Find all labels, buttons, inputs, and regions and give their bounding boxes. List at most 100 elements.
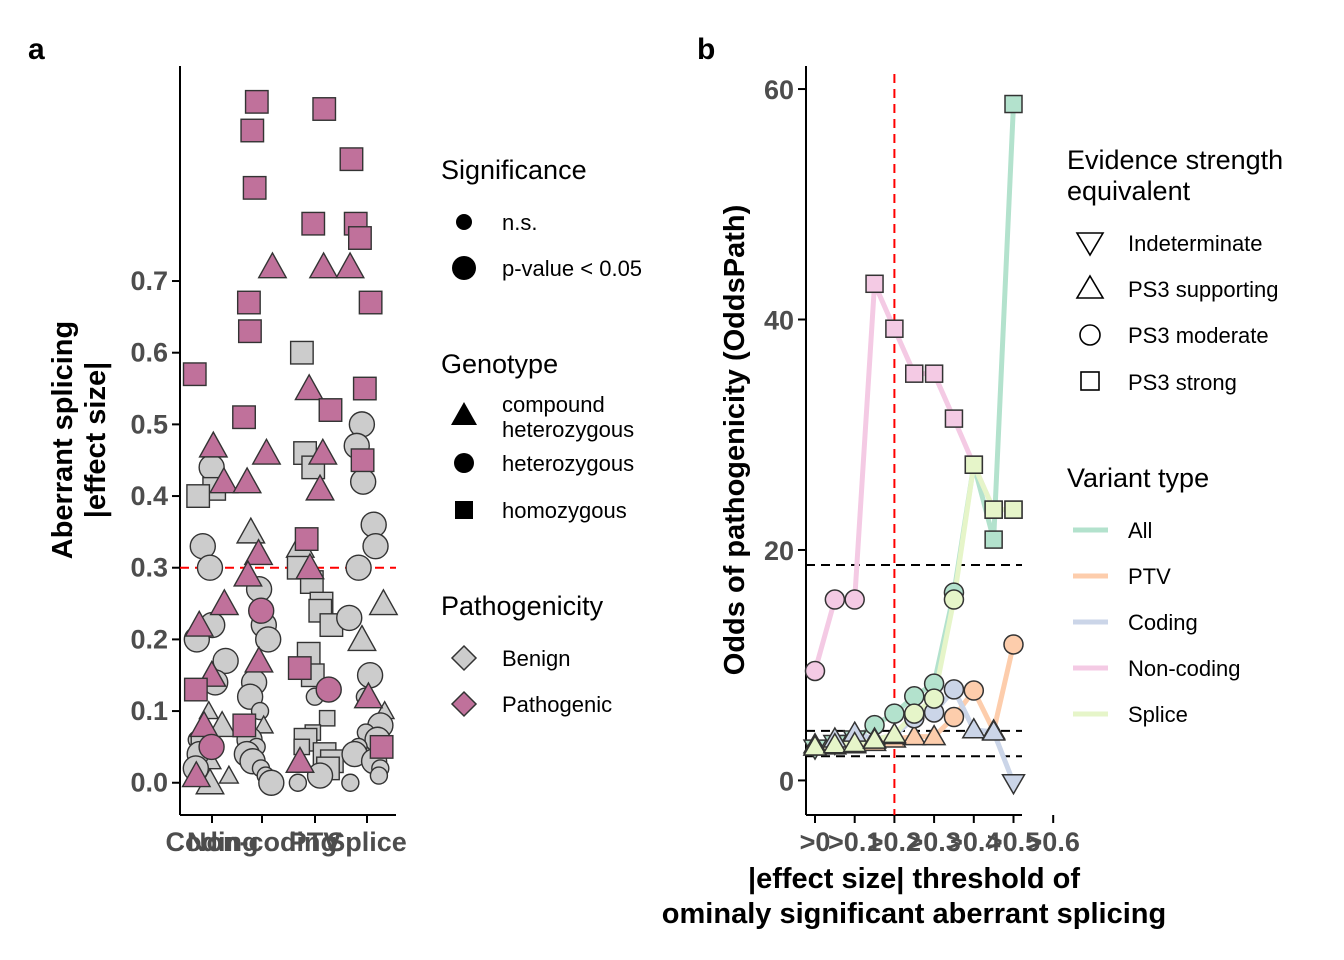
point-splice-8 [964,455,984,474]
point-non-coding-0 [804,660,826,682]
point-pathogenic-splice-40 [358,290,383,315]
point-benign-splice-62 [347,624,377,652]
b-x-tick-label-6: >0.6 [1027,827,1080,857]
point-splice-0 [802,734,828,756]
line-all [812,101,1016,751]
point-benign-non-coding-21 [254,626,282,653]
legend-indeterminate-label: Indeterminate [1128,231,1263,256]
point-splice-4 [882,721,907,744]
point-non-coding-2 [844,589,865,610]
point-benign-splice-61 [336,604,363,632]
x-tick-label-coding: Coding [166,827,259,857]
point-ptv-6 [921,724,947,746]
point-pathogenic-non-coding-13 [257,251,288,279]
legend-ns-swatch [456,214,472,230]
point-splice-7 [943,589,965,610]
b-y-tick-label-20: 20 [764,536,794,566]
legend-benign-swatch [450,644,478,672]
point-pathogenic-coding-1 [198,430,229,458]
point-pathogenic-coding-2 [208,466,239,494]
point-pathogenic-non-coding-15 [237,319,262,344]
panel-b-x-label-line1: |effect size| threshold of [748,863,1080,895]
legend-pathogenic-label: Pathogenic [502,692,612,717]
legend-ns-label: n.s. [502,210,537,235]
point-benign-coding-2 [186,484,211,508]
panel-b-y-ticks: 0 20 40 60 [764,75,806,796]
point-non-coding-1 [824,589,846,610]
legend-hom-swatch [455,501,473,519]
y-tick-label-0-5: 0.5 [130,409,168,439]
point-pathogenic-ptv-31 [294,527,319,552]
line-non-coding [812,281,1016,674]
legend-variant-items: All PTV Coding Non-coding Splice [1073,518,1241,727]
point-all-5 [904,686,925,707]
point-pathogenic-non-coding-12 [242,175,267,200]
point-pathogenic-non-coding-11 [240,118,265,143]
point-pathogenic-coding-8 [198,733,225,761]
legend-compound-het-label-1: compound [502,392,605,417]
point-splice-3 [862,727,887,749]
point-splice-10 [1004,500,1023,519]
point-benign-splice-74 [341,773,360,792]
point-pathogenic-non-coding-23 [232,713,257,738]
point-benign-coding-4 [196,554,224,581]
point-benign-ptv-45 [318,709,336,727]
point-ptv-7 [943,706,965,728]
panel-b-plot: 0 20 40 60 >0>0.1>0.2>0.3>0.4>0.5>0.6 Odds … [662,66,1166,930]
b-y-tick-label-40: 40 [764,306,794,336]
point-pathogenic-splice-39 [335,251,366,279]
point-ptv-10 [1003,634,1024,655]
point-benign-splice-73 [369,766,389,785]
point-benign-non-coding-18 [235,516,266,544]
panel-b-x-ticks: >0>0.1>0.2>0.3>0.4>0.5>0.6 [800,815,1080,857]
panel-b-x-label-line2: ominaly significant aberrant splicing [662,898,1166,930]
point-pathogenic-non-coding-18 [232,466,263,494]
point-pathogenic-coding-3 [209,588,240,616]
point-pathogenic-splice-36 [339,147,364,172]
point-coding-7 [943,679,965,700]
x-tick-label-non-coding: Non-coding [187,827,337,857]
point-benign-ptv-33 [289,340,314,365]
legend-evidence-title-2: equivalent [1067,176,1191,206]
legend-label-all: All [1128,518,1152,543]
legend-benign-label: Benign [502,646,571,671]
point-pathogenic-non-coding-22 [243,645,274,673]
point-pathogenic-splice-43 [353,681,384,709]
point-splice-5 [904,703,925,724]
point-splice-2 [842,731,868,753]
y-tick-label-0-7: 0.7 [130,266,168,296]
point-pathogenic-ptv-35 [285,746,315,773]
panel-a-y-label-line1: Aberrant splicing [47,321,79,560]
x-tick-label-splice: Splice [327,827,407,857]
point-pathogenic-splice-42 [350,448,375,473]
b-y-tick-label-60: 60 [764,75,794,105]
point-pathogenic-ptv-29 [307,437,338,465]
point-all-10 [1004,94,1023,114]
point-benign-ptv-52 [306,762,334,789]
y-tick-label-0-6: 0.6 [130,338,168,368]
point-pathogenic-non-coding-16 [232,405,256,430]
point-benign-coding-16 [218,764,240,784]
point-benign-splice-56 [349,468,377,495]
point-pathogenic-coding-6 [183,677,208,702]
legend-pathogenic-swatch [450,690,478,718]
point-coding-9 [981,719,1006,741]
point-benign-splice-63 [356,662,384,689]
b-x-tick-label-1: >0.1 [828,827,881,857]
legend-evidence-title-1: Evidence strength [1067,145,1283,175]
legend-ps3-supporting-label: PS3 supporting [1128,277,1278,302]
legend-ps3-strong-swatch [1080,371,1100,391]
legend-label-coding: Coding [1128,610,1198,635]
legend-ps3-supporting-swatch [1075,274,1105,299]
point-splice-1 [822,732,848,754]
legend-compound-het-label-2: heterozygous [502,417,634,442]
point-pathogenic-splice-38 [347,226,372,250]
point-benign-splice-59 [345,554,372,581]
point-ptv-8 [963,680,985,701]
point-pathogenic-non-coding-19 [243,538,274,566]
point-pathogenic-ptv-33 [287,656,312,681]
point-pathogenic-splice-44 [369,734,394,759]
legend-pvalue-label: p-value < 0.05 [502,256,642,281]
